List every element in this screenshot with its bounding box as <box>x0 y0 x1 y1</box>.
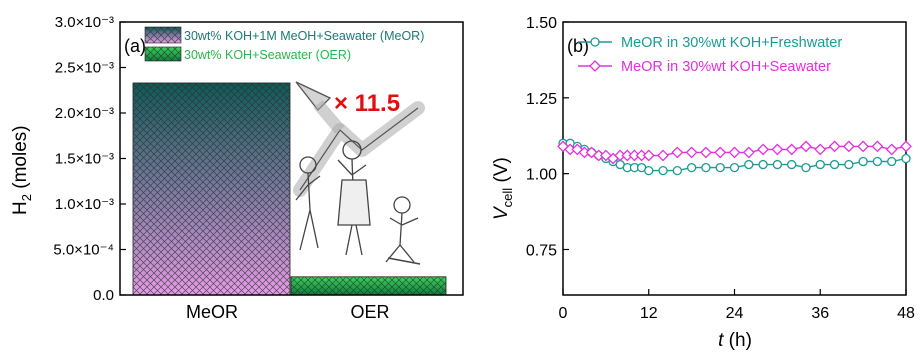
legend-swatch-meor-hatch <box>145 27 181 43</box>
legend-swatch-oer-hatch <box>145 47 181 61</box>
data-point <box>800 140 812 153</box>
legend-a: 30wt% KOH+1M MeOH+Seawater (MeOR) 30wt% … <box>144 26 424 62</box>
data-point <box>828 140 841 153</box>
legend-label-seawater: MeOR in 30%wt KOH+Seawater <box>621 59 831 75</box>
y-ticks-b: 0.75 1.00 1.25 1.50 <box>526 15 569 260</box>
x-tick-label-b: 0 <box>559 305 568 322</box>
x-tick-label-b: 12 <box>640 305 658 322</box>
y-tick-label-a: 2.0×10⁻³ <box>55 105 114 122</box>
x-ticks-a: MeOR OER <box>186 302 390 322</box>
y-axis-label-a: H2 (moles) <box>10 125 34 215</box>
data-point <box>885 143 898 156</box>
data-point <box>642 149 655 162</box>
data-point <box>887 156 897 167</box>
data-point <box>858 156 868 167</box>
data-point <box>801 162 811 173</box>
data-point <box>829 159 840 170</box>
data-point <box>699 146 712 159</box>
x-axis-label-b: t (h) <box>718 330 752 351</box>
y-tick-label-b: 1.50 <box>526 15 557 32</box>
data-point <box>728 146 741 159</box>
data-point <box>900 140 912 153</box>
data-point <box>701 162 711 173</box>
y-tick-label-a: 2.5×10⁻³ <box>55 60 114 77</box>
data-point <box>844 159 854 170</box>
panel-b: 0.75 1.00 1.25 1.50 0 12 24 36 48 Vcell (V) t (… <box>491 15 915 351</box>
series-b <box>557 138 912 176</box>
people-lifting-arrow-illustration <box>293 81 425 265</box>
legend-marker-b <box>590 37 600 47</box>
y-tick-label-b: 1.25 <box>526 91 557 108</box>
y-tick-label-a: 5.0×10⁻⁴ <box>53 242 114 259</box>
data-point <box>715 162 725 173</box>
data-point <box>729 162 740 173</box>
x-tick-label-a: OER <box>350 302 389 322</box>
x-tick-label-b: 48 <box>897 305 915 322</box>
data-point <box>872 156 883 167</box>
data-point <box>771 143 784 156</box>
data-point <box>714 146 727 159</box>
panel-label-b: (b) <box>567 36 589 56</box>
data-point <box>842 140 855 153</box>
data-point <box>901 153 911 164</box>
data-point <box>671 146 684 159</box>
legend-label-oer: 30wt% KOH+Seawater (OER) <box>184 48 351 62</box>
data-point <box>744 159 754 170</box>
data-point <box>814 143 827 156</box>
data-point <box>672 165 682 176</box>
data-point <box>658 165 668 176</box>
legend-label-freshwater: MeOR in 30%wt KOH+Freshwater <box>621 35 842 51</box>
legend-label-meor: 30wt% KOH+1M MeOH+Seawater (MeOR) <box>184 29 424 43</box>
data-point <box>657 149 669 162</box>
y-tick-label-a: 3.0×10⁻³ <box>55 14 114 31</box>
data-point <box>686 162 697 173</box>
data-point <box>785 143 798 156</box>
data-point <box>772 159 783 170</box>
data-point <box>871 140 884 153</box>
y-ticks-a: 0.0 5.0×10⁻⁴ 1.0×10⁻³ 1.5×10⁻³ 2.0×10⁻³ 2.5×1… <box>53 14 126 304</box>
x-tick-label-a: MeOR <box>186 302 238 322</box>
panel-label-a: (a) <box>124 36 146 56</box>
x-tick-label-b: 36 <box>811 305 829 322</box>
bar-meor-hatch <box>133 82 290 295</box>
y-tick-label-a: 1.0×10⁻³ <box>55 196 114 213</box>
ratio-annotation: × 11.5 <box>334 90 400 117</box>
y-tick-label-a: 1.5×10⁻³ <box>55 151 114 168</box>
data-point <box>758 159 768 170</box>
bar-oer-hatch <box>291 276 446 295</box>
data-point <box>787 159 797 170</box>
y-tick-label-b: 1.00 <box>526 167 557 184</box>
data-point <box>757 143 770 156</box>
data-point <box>742 146 755 159</box>
data-point <box>685 146 698 159</box>
y-tick-label-b: 0.75 <box>526 243 557 260</box>
x-ticks-b: 0 12 24 36 48 <box>559 289 915 322</box>
legend-marker-b <box>589 60 601 72</box>
panel-a: 0.0 5.0×10⁻⁴ 1.0×10⁻³ 1.5×10⁻³ 2.0×10⁻³ 2.5×1… <box>10 14 464 322</box>
x-tick-label-b: 24 <box>726 305 744 322</box>
data-point <box>857 140 870 153</box>
y-tick-label-a: 0.0 <box>93 287 114 304</box>
data-point <box>815 159 825 170</box>
series-line-1 <box>557 140 912 165</box>
y-axis-label-b: Vcell (V) <box>491 157 515 220</box>
data-point <box>644 165 654 176</box>
legend-b: MeOR in 30%wt KOH+Freshwater MeOR in 30%… <box>578 35 842 75</box>
